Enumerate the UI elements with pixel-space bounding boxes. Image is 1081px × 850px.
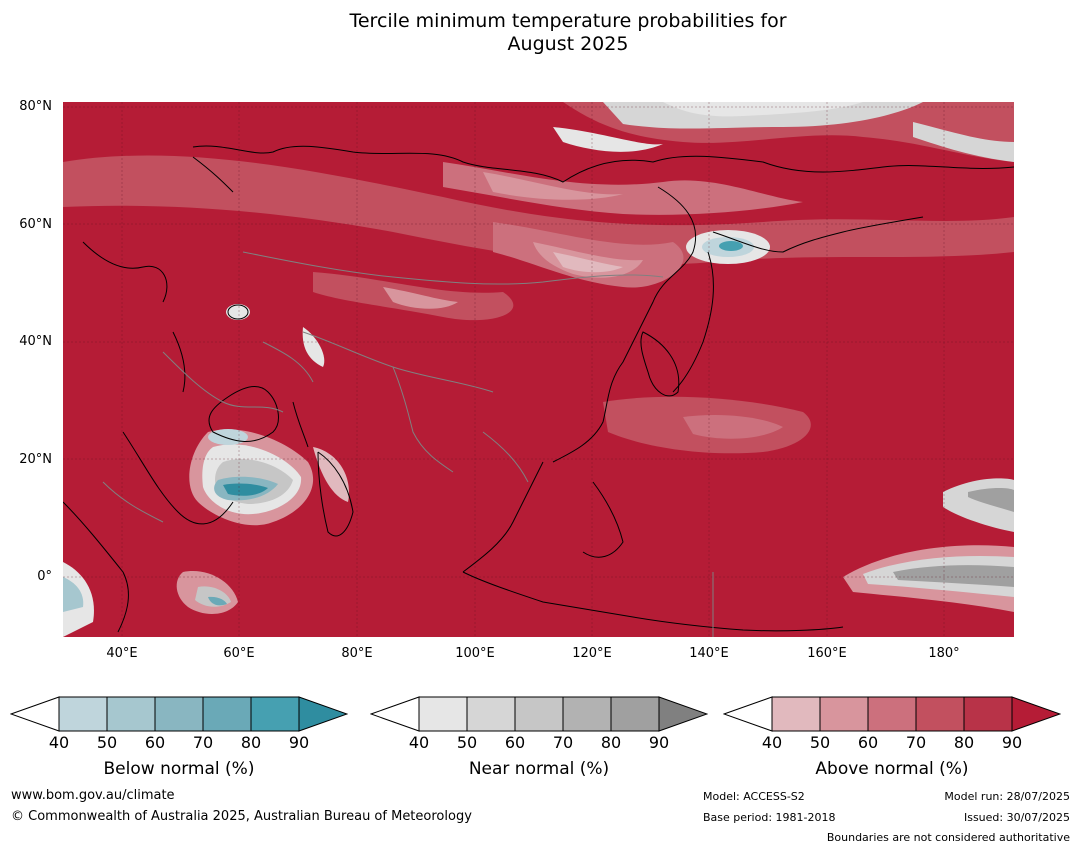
lat-label-20n: 20°N — [19, 452, 52, 467]
lon-label-80e: 80°E — [341, 646, 373, 661]
near-tick-40: 40 — [408, 733, 430, 752]
lon-label-160e: 160°E — [807, 646, 847, 661]
lat-label-40n: 40°N — [19, 334, 52, 349]
website-link[interactable]: www.bom.gov.au/climate — [11, 788, 175, 803]
above-tick-40: 40 — [761, 733, 783, 752]
below-swatch-50 — [106, 696, 156, 732]
near-swatch-80 — [610, 696, 660, 732]
lon-label-100e: 100°E — [455, 646, 495, 661]
below-tick-90: 90 — [288, 733, 310, 752]
lon-label-40e: 40°E — [106, 646, 138, 661]
below-tick-40: 40 — [48, 733, 70, 752]
base-period-text: Base period: 1981-2018 — [703, 811, 836, 824]
model-run-text: Model run: 28/07/2025 — [944, 790, 1070, 803]
above-normal-title: Above normal (%) — [815, 759, 969, 779]
near-tick-90: 90 — [648, 733, 670, 752]
above-swatch-60 — [867, 696, 917, 732]
near-swatch-50 — [466, 696, 516, 732]
lon-label-180: 180° — [928, 646, 960, 661]
above-swatch-40 — [771, 696, 821, 732]
near-swatch-90 — [658, 696, 708, 732]
copyright-text: © Commonwealth of Australia 2025, Austra… — [11, 809, 472, 824]
near-swatch-60 — [514, 696, 564, 732]
near-tick-60: 60 — [504, 733, 526, 752]
above-tick-50: 50 — [809, 733, 831, 752]
near-tick-80: 80 — [600, 733, 622, 752]
title-line-1: Tercile minimum temperature probabilitie… — [349, 10, 787, 32]
below-swatch-60 — [154, 696, 204, 732]
lat-label-60n: 60°N — [19, 217, 52, 232]
below-swatch-70 — [202, 696, 252, 732]
above-tick-60: 60 — [857, 733, 879, 752]
near-tick-70: 70 — [552, 733, 574, 752]
near-tick-50: 50 — [456, 733, 478, 752]
below-swatch-80 — [250, 696, 300, 732]
below-swatch-40 — [58, 696, 108, 732]
lat-label-80n: 80°N — [19, 99, 52, 114]
above-swatch-90 — [1011, 696, 1061, 732]
above-swatch-50 — [819, 696, 869, 732]
near-swatch-70 — [562, 696, 612, 732]
below-swatch-90 — [298, 696, 348, 732]
probability-map — [63, 102, 1014, 637]
model-text: Model: ACCESS-S2 — [703, 790, 805, 803]
above-tick-90: 90 — [1001, 733, 1023, 752]
issued-text: Issued: 30/07/2025 — [963, 811, 1070, 824]
below-tick-80: 80 — [240, 733, 262, 752]
colorbar-below — [10, 696, 348, 732]
lat-label-0: 0° — [37, 569, 52, 584]
below-tick-50: 50 — [96, 733, 118, 752]
above-swatch-80 — [963, 696, 1013, 732]
above-swatch-70 — [915, 696, 965, 732]
title-line-2: August 2025 — [507, 33, 629, 55]
colorbar-near — [370, 696, 708, 732]
near-swatch-40 — [418, 696, 468, 732]
colorbar-above — [723, 696, 1061, 732]
map-title: Tercile minimum temperature probabilitie… — [0, 10, 1081, 56]
map-graphic — [63, 102, 1014, 637]
below-normal-title: Below normal (%) — [103, 759, 255, 779]
below-tick-60: 60 — [144, 733, 166, 752]
near-normal-title: Near normal (%) — [468, 759, 610, 779]
below-tick-70: 70 — [192, 733, 214, 752]
above-tick-80: 80 — [953, 733, 975, 752]
disclaimer-text: Boundaries are not considered authoritat… — [826, 831, 1070, 844]
lon-label-140e: 140°E — [689, 646, 729, 661]
above-tick-70: 70 — [905, 733, 927, 752]
lon-label-120e: 120°E — [572, 646, 612, 661]
lon-label-60e: 60°E — [223, 646, 255, 661]
